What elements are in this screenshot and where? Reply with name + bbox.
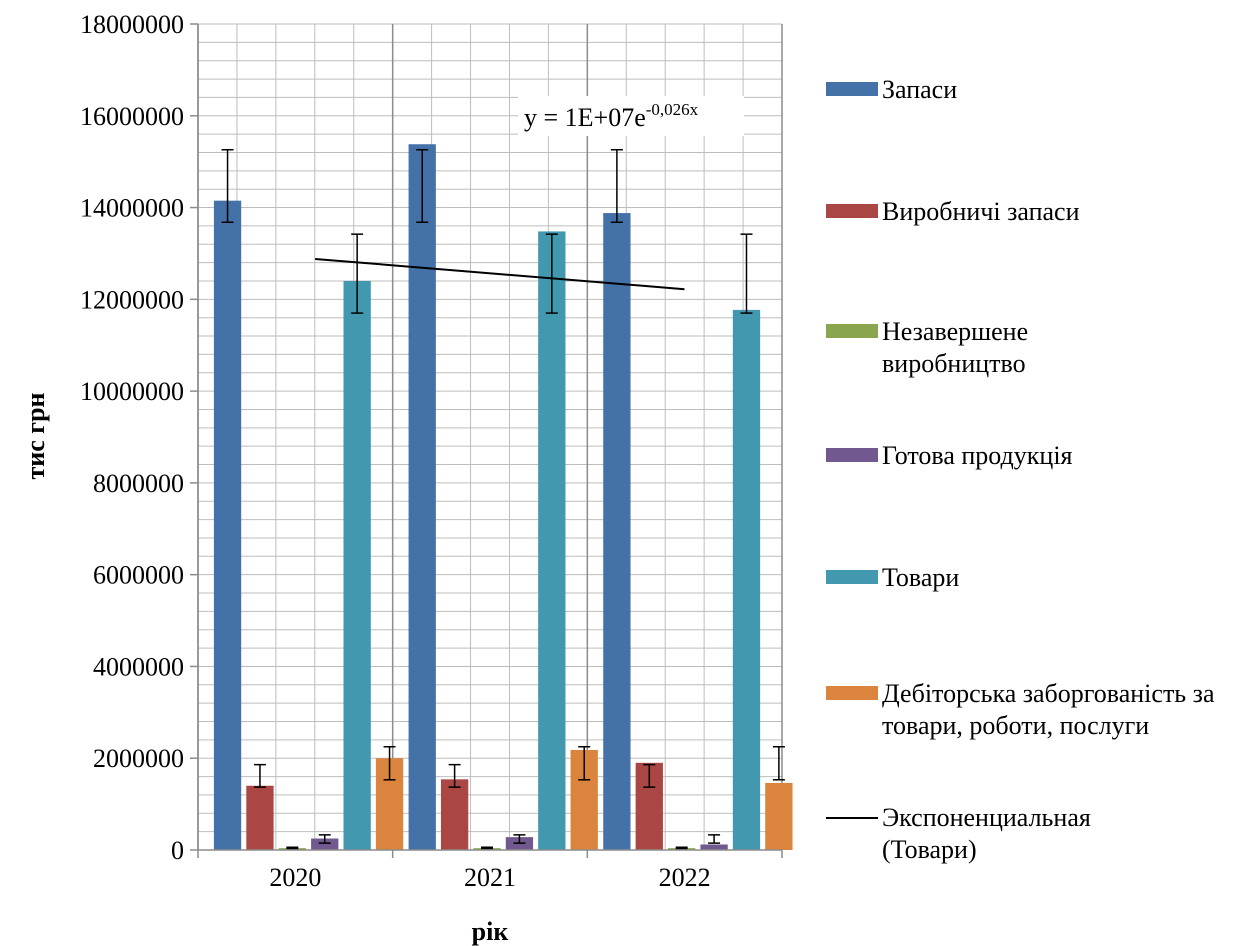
bar-2020 (343, 280, 371, 850)
chart-axes (190, 23, 783, 858)
y-tick-label: 8000000 (93, 469, 184, 498)
y-tick-label: 14000000 (80, 194, 184, 223)
legend-item: Запаси (826, 74, 957, 106)
y-axis-title: тис грн (21, 392, 50, 479)
x-axis-ticks: 2020 2021 2022 (269, 863, 710, 892)
trendline-equation-box (518, 96, 744, 136)
legend-item: Незавершене виробництво (826, 316, 1076, 380)
legend-item: Готова продукція (826, 440, 1073, 472)
y-tick-label: 10000000 (80, 377, 184, 406)
legend-swatch (826, 204, 878, 218)
bar-2021 (440, 779, 469, 850)
legend-swatch (826, 570, 878, 584)
y-axis-ticks: 0 2000000 4000000 6000000 8000000 10000000 120… (80, 10, 184, 865)
y-tick-label: 0 (171, 836, 184, 865)
x-tick-label: 2021 (464, 863, 516, 892)
legend-swatch (826, 448, 878, 462)
bar-2020 (246, 785, 274, 850)
chart-legend: Запаси Виробничі запаси Незавершене виро… (826, 0, 1240, 946)
legend-label: Незавершене виробництво (882, 317, 1029, 378)
bar-2022 (700, 844, 728, 850)
legend-label: Дебіторська заборгованість за товари, ро… (882, 679, 1215, 740)
legend-label: Запаси (882, 75, 958, 104)
x-tick-label: 2022 (659, 863, 711, 892)
trendline-equation-main: y = 1E+07e (524, 103, 646, 132)
legend-item: Экспоненциальная (Товари) (826, 802, 1156, 866)
legend-label: Виробничі запаси (882, 197, 1080, 226)
chart-bars (213, 144, 793, 850)
svg-text:y = 1E+07e-0,026x: y = 1E+07e-0,026x (524, 100, 699, 132)
x-tick-label: 2020 (269, 863, 321, 892)
bar-2022 (603, 213, 631, 850)
x-axis-title: рік (472, 917, 509, 946)
y-tick-label: 18000000 (80, 10, 184, 39)
chart-error-bars (221, 148, 785, 850)
legend-line (826, 817, 878, 819)
legend-swatch (826, 686, 878, 700)
legend-label: Товари (882, 563, 960, 592)
y-tick-label: 4000000 (93, 652, 184, 681)
bar-2021 (408, 144, 436, 850)
bar-2020 (311, 838, 339, 850)
legend-item: Виробничі запаси (826, 196, 1080, 228)
legend-item: Товари (826, 562, 959, 594)
bar-2022 (732, 309, 761, 850)
bar-2020 (213, 200, 242, 850)
y-tick-label: 2000000 (93, 744, 184, 773)
trendline-equation: y = 1E+07e-0,026x (518, 96, 744, 136)
legend-item: Дебіторська заборгованість за товари, ро… (826, 678, 1226, 742)
legend-swatch (826, 82, 878, 96)
bar-2022 (765, 783, 793, 850)
trendline-line (315, 257, 685, 291)
chart-gridlines (197, 23, 783, 851)
bar-2021 (538, 231, 566, 850)
legend-swatch (826, 324, 878, 338)
chart-trendline (315, 257, 685, 291)
legend-label: Экспоненциальная (Товари) (882, 803, 1091, 864)
y-tick-label: 16000000 (80, 102, 184, 131)
y-tick-label: 12000000 (80, 285, 184, 314)
y-tick-label: 6000000 (93, 561, 184, 590)
legend-label: Готова продукція (882, 441, 1073, 470)
trendline-equation-exponent: -0,026x (646, 100, 699, 119)
